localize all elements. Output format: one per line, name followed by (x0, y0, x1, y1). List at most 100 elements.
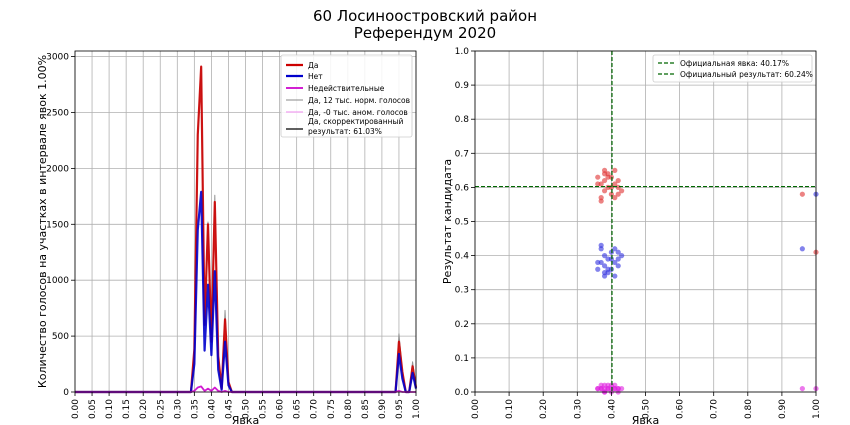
left-y-tick-label: 2500 (46, 108, 69, 118)
histogram-chart: 0.00 0.05 0.10 0.15 0.20 0.25 0.30 0.35 0.40 0.45… (36, 50, 422, 425)
scatter-point-0 (598, 198, 604, 204)
right-legend-box (652, 54, 813, 83)
right-x-tick-label: 0.00 (471, 399, 481, 419)
right-y-tick-label: 0.8 (455, 115, 470, 125)
right-legend: Официальная явка: 40.17% Официальный резу… (652, 54, 813, 83)
left-x-tick-label: 0.95 (395, 399, 405, 419)
left-x-tick-label: 0.60 (276, 399, 286, 419)
left-y-ticks: 0 500 1000 1500 2000 2500 3000 (46, 53, 75, 398)
left-x-tick-label: 0.75 (327, 399, 337, 419)
right-legend-label: Официальная явка: 40.17% (680, 59, 789, 68)
left-x-tick-label: 0.55 (259, 399, 269, 419)
left-series-line-1 (75, 190, 418, 394)
left-x-tick-label: 0.10 (105, 399, 115, 419)
scatter-point-0 (608, 191, 615, 197)
scatter-point-0 (595, 181, 601, 187)
left-x-tick-label: 0.35 (190, 399, 200, 419)
left-x-ticks: 0.00 0.05 0.10 0.15 0.20 0.25 0.30 0.35 0.40 0.45… (71, 392, 422, 419)
scatter-point-1 (601, 263, 608, 269)
right-y-tick-label: 0.7 (455, 149, 469, 159)
left-x-tick-label: 0.50 (242, 399, 252, 419)
left-x-tick-label: 0.15 (122, 399, 132, 419)
scatter-point-2 (799, 385, 805, 392)
left-x-axis-label: Явка (232, 414, 260, 425)
left-x-tick-label: 0.30 (173, 399, 183, 419)
right-x-ticks: 0.00 0.10 0.20 0.30 0.40 0.50 0.60 0.70 0.80 0.90… (471, 392, 822, 419)
right-y-tick-label: 0.4 (455, 252, 470, 262)
scatter-point-0 (605, 174, 611, 180)
scatter-point-0 (615, 191, 621, 197)
left-x-tick-label: 0.70 (310, 399, 320, 419)
left-y-tick-label: 2000 (46, 164, 69, 174)
right-x-tick-label: 0.60 (676, 399, 686, 419)
scatter-point-1 (595, 266, 601, 272)
figure-title: 60 Лосиноостровский район (313, 7, 537, 25)
right-reference-lines (475, 51, 816, 392)
left-legend-box (280, 54, 413, 138)
left-y-tick-label: 1000 (46, 276, 69, 286)
scatter-point-1 (615, 263, 621, 269)
scatter-point-2 (605, 382, 611, 388)
scatter-point-1 (615, 249, 621, 255)
right-y-tick-label: 0.1 (455, 354, 469, 364)
right-y-tick-label: 0.5 (455, 218, 469, 228)
scatter-point-1 (598, 242, 604, 248)
left-y-tick-label: 1500 (46, 220, 69, 230)
left-y-tick-label: 0 (63, 388, 69, 398)
scatter-point-1 (605, 266, 611, 272)
left-legend-label: Да, -0 тыс. аном. голосов (308, 108, 408, 117)
left-x-tick-label: 0.45 (224, 399, 234, 419)
left-legend-label: Да (308, 61, 318, 70)
scatter-point-0 (601, 177, 608, 184)
left-legend-label: Да, 12 тыс. норм. голосов (308, 96, 410, 105)
scatter-point-0 (601, 188, 608, 194)
scatter-point-1 (601, 270, 608, 276)
right-x-axis-label: Явка (632, 414, 660, 425)
scatter-point-0 (612, 167, 618, 173)
right-x-tick-label: 0.20 (539, 399, 549, 419)
right-y-axis-label: Результат кандидата (441, 159, 454, 284)
right-grid (474, 50, 817, 393)
scatter-point-2 (612, 382, 618, 388)
right-y-tick-label: 0.0 (455, 388, 470, 398)
scatter-point-1 (612, 273, 618, 279)
left-x-tick-label: 0.80 (344, 399, 354, 419)
right-x-tick-label: 0.70 (710, 399, 720, 419)
left-legend-label-line2: результат: 61.03% (308, 127, 382, 136)
left-x-tick-label: 0.05 (88, 399, 98, 419)
right-x-tick-label: 0.50 (642, 399, 652, 419)
left-legend-label-line1: Да, скорректированный (308, 117, 403, 126)
scatter-point-1 (608, 256, 615, 262)
right-x-tick-label: 0.10 (505, 399, 515, 419)
scatter-point-2 (615, 385, 621, 392)
scatter-point-0 (595, 174, 601, 180)
left-y-tick-label: 500 (52, 332, 69, 342)
scatter-point-0 (799, 191, 805, 197)
left-x-tick-label: 0.40 (207, 399, 217, 419)
right-x-tick-label: 0.40 (607, 399, 617, 419)
scatter-point-1 (612, 246, 618, 252)
left-legend-label: Нет (308, 72, 323, 81)
right-x-tick-label: 0.90 (778, 399, 788, 419)
left-x-tick-label: 0.65 (293, 399, 303, 419)
scatter-chart: 0.00 0.10 0.20 0.30 0.40 0.50 0.60 0.70 0.80 0.90… (441, 47, 822, 425)
left-y-axis-label: Количество голосов на участках в интерва… (36, 55, 49, 388)
right-x-tick-label: 1.00 (812, 399, 822, 419)
left-x-tick-label: 0.00 (71, 399, 81, 419)
left-legend-label: Недействительные (308, 84, 385, 93)
left-x-tick-label: 1.00 (412, 399, 422, 419)
scatter-point-0 (615, 184, 621, 190)
scatter-point-1 (595, 259, 601, 266)
right-legend-label: Официальный результат: 60.24% (680, 70, 813, 79)
left-x-tick-label: 0.85 (361, 399, 371, 419)
right-y-ticks: 0.0 0.1 0.2 0.3 0.4 0.5 0.6 0.7 0.8 0.9 1.0 (455, 47, 475, 398)
figure-subtitle: Референдум 2020 (354, 24, 496, 42)
right-y-tick-label: 0.3 (455, 286, 469, 296)
right-y-tick-label: 0.2 (455, 320, 469, 330)
scatter-point-1 (619, 253, 625, 259)
scatter-point-2 (595, 385, 601, 392)
scatter-point-1 (601, 253, 608, 259)
right-y-tick-label: 0.9 (455, 81, 470, 91)
left-legend: Да Нет Недействительные Да, 12 тыс. норм. г… (280, 54, 413, 138)
